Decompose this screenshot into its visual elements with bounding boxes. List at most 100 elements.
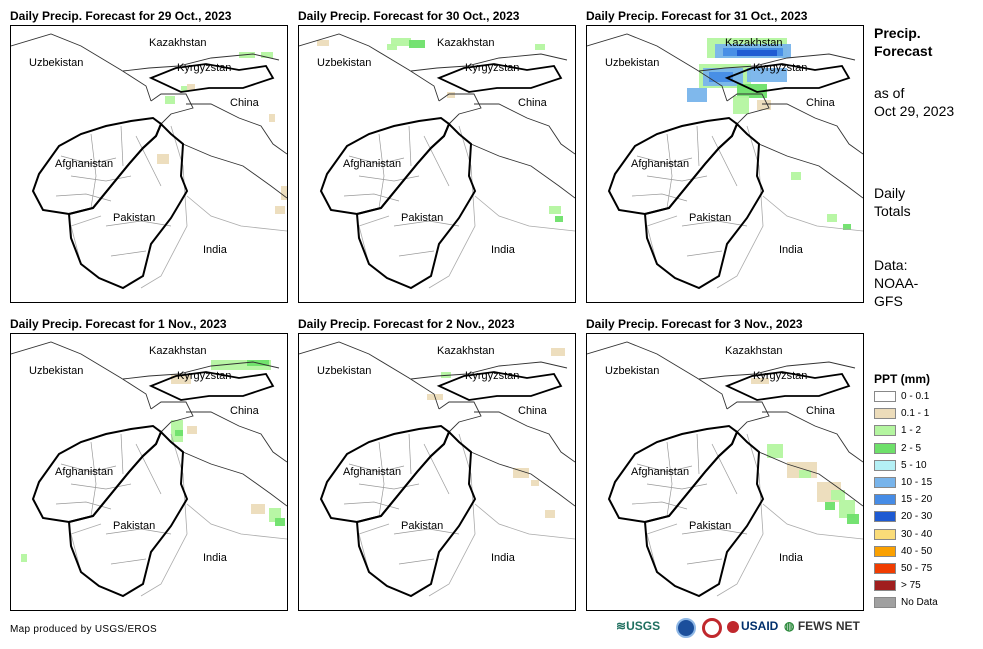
legend-label: 40 - 50 <box>901 545 933 557</box>
legend-swatch <box>874 425 896 437</box>
legend-label: 2 - 5 <box>901 442 922 454</box>
legend-swatch <box>874 528 896 540</box>
precip-cell <box>157 154 169 164</box>
map-label-india: India <box>203 552 227 564</box>
precip-cell <box>261 52 273 58</box>
legend-swatch <box>874 563 896 574</box>
legend-label: 15 - 20 <box>901 494 933 506</box>
country-boundaries <box>299 341 575 598</box>
legend-label: 30 - 40 <box>901 528 933 540</box>
map-label-uzbekistan: Uzbekistan <box>29 57 84 69</box>
map-credit: Map produced by USGS/EROS <box>10 624 158 635</box>
legend-item: 30 - 40 <box>874 526 932 543</box>
map-label-kazakhstan: Kazakhstan <box>149 345 207 357</box>
pakistan-border <box>355 122 477 290</box>
precip-cell <box>21 554 27 562</box>
legend-item: 1 - 2 <box>874 422 921 439</box>
map-label-china: China <box>230 405 259 417</box>
precipitation-layer <box>751 378 859 524</box>
precip-cell <box>535 44 545 50</box>
precip-cell <box>281 186 287 200</box>
legend-item: 50 - 75 <box>874 560 932 577</box>
precip-cell <box>513 468 529 478</box>
kyrgyzstan-border <box>436 371 563 401</box>
sidebar-title: Precip. Forecast <box>874 25 933 59</box>
map-label-china: China <box>518 405 547 417</box>
precip-cell <box>551 348 565 356</box>
pakistan-border <box>643 430 765 598</box>
legend-item: 2 - 5 <box>874 440 921 457</box>
precipitation-layer <box>157 52 287 214</box>
precipitation-layer <box>687 38 851 230</box>
map-label-india: India <box>491 552 515 564</box>
legend-label: > 75 <box>901 580 921 592</box>
precip-cell <box>751 378 769 384</box>
map-label-kyrgyzstan: Kyrgyzstan <box>177 370 232 382</box>
legend-swatch <box>874 442 896 454</box>
forecast-map-6: Kazakhstan Uzbekistan Kyrgyzstan China Afgha… <box>586 333 864 611</box>
legend-swatch <box>874 477 896 488</box>
map-label-kazakhstan: Kazakhstan <box>437 345 495 357</box>
map-label-china: China <box>518 97 547 109</box>
precip-cell <box>757 100 771 110</box>
map-canvas <box>11 341 287 598</box>
map-label-china: China <box>806 97 835 109</box>
map-label-afghanistan: Afghanistan <box>55 158 114 170</box>
precip-cell <box>187 426 197 434</box>
country-boundaries <box>11 341 287 598</box>
legend-swatch <box>874 391 896 402</box>
legend-item: 10 - 15 <box>874 474 932 491</box>
precip-cell <box>843 224 851 230</box>
map-label-kyrgyzstan: Kyrgyzstan <box>465 370 520 382</box>
precip-cell <box>269 114 275 122</box>
legend-item: 15 - 20 <box>874 491 932 508</box>
sidebar-as-of: as of Oct 29, 2023 <box>874 85 955 119</box>
usgs-wave-icon: ≋ <box>616 619 627 633</box>
forecast-map-3: Kazakhstan Uzbekistan Kyrgyzstan China Afgha… <box>586 25 864 303</box>
usaid-seal-icon <box>727 620 739 633</box>
map-label-kyrgyzstan: Kyrgyzstan <box>753 62 808 74</box>
precipitation-layer <box>21 360 285 562</box>
map-label-uzbekistan: Uzbekistan <box>605 365 660 377</box>
precip-cell <box>747 68 787 82</box>
precip-cell <box>175 430 183 436</box>
precip-cell <box>387 44 397 50</box>
map-label-uzbekistan: Uzbekistan <box>317 57 372 69</box>
map-canvas <box>11 33 287 290</box>
precip-cell <box>791 172 801 180</box>
kyrgyzstan-border <box>724 371 851 401</box>
forecast-map-2: Kazakhstan Uzbekistan Kyrgyzstan China Afgha… <box>298 25 576 303</box>
precip-cell <box>545 510 555 518</box>
legend-swatch <box>874 494 896 506</box>
panel-title-1: Daily Precip. Forecast for 29 Oct., 2023 <box>10 9 232 23</box>
sidebar-daily-totals: Daily Totals <box>874 185 911 219</box>
country-boundaries <box>299 33 575 290</box>
map-label-afghanistan: Afghanistan <box>343 158 402 170</box>
usgs-logo: ≋USGS <box>616 619 661 633</box>
map-label-afghanistan: Afghanistan <box>55 466 114 478</box>
map-label-pakistan: Pakistan <box>401 212 444 224</box>
precip-cell <box>531 480 539 486</box>
pakistan-border <box>67 122 189 290</box>
kyrgyzstan-border <box>436 63 563 93</box>
map-label-pakistan: Pakistan <box>113 520 156 532</box>
precip-cell <box>709 72 733 82</box>
legend-item: 0 - 0.1 <box>874 388 929 405</box>
map-label-kazakhstan: Kazakhstan <box>725 345 783 357</box>
map-label-kyrgyzstan: Kyrgyzstan <box>177 62 232 74</box>
map-label-india: India <box>491 244 515 256</box>
precip-cell <box>799 470 811 478</box>
map-canvas <box>299 33 575 290</box>
legend-label: No Data <box>901 597 938 609</box>
legend-label: 50 - 75 <box>901 563 933 574</box>
legend-title: PPT (mm) <box>874 372 931 386</box>
precip-cell <box>251 504 265 514</box>
legend-swatch <box>874 408 896 420</box>
map-label-kazakhstan: Kazakhstan <box>437 37 495 49</box>
forecast-map-1: Kazakhstan Uzbekistan Kyrgyzstan China Afgha… <box>10 25 288 303</box>
precip-cell <box>317 40 329 46</box>
legend-label: 1 - 2 <box>901 425 922 437</box>
country-boundaries <box>587 33 863 290</box>
panel-title-4: Daily Precip. Forecast for 1 Nov., 2023 <box>10 317 227 331</box>
panel-title-6: Daily Precip. Forecast for 3 Nov., 2023 <box>586 317 803 331</box>
